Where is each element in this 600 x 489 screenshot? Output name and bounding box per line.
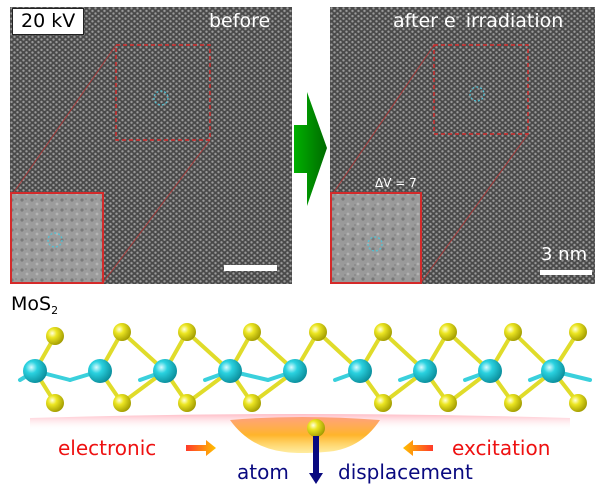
- voltage-label: 20 kV: [12, 8, 85, 35]
- excitation-label: excitation: [452, 436, 551, 460]
- mos2-structure: [18, 323, 592, 484]
- mo-atom: [23, 359, 47, 383]
- roi-box: [115, 44, 211, 141]
- mo-atom: [283, 359, 307, 383]
- s-atom: [569, 394, 587, 412]
- s-atom: [243, 323, 261, 341]
- s-atom: [569, 323, 587, 341]
- tem-image-before: [10, 7, 292, 284]
- tem-panel-before: [10, 7, 292, 284]
- zoom-line: [331, 44, 435, 196]
- s-atom: [46, 327, 64, 345]
- s-atom: [439, 394, 457, 412]
- zoom-line: [101, 139, 211, 284]
- s-atom: [374, 323, 392, 341]
- mo-atom: [478, 359, 502, 383]
- atom-label: atom: [237, 460, 289, 484]
- inward-arrow-icon: [186, 440, 216, 456]
- displacement-label: displacement: [338, 460, 473, 484]
- zoom-line: [11, 44, 117, 196]
- scale-bar: [224, 265, 277, 271]
- mo-atom: [153, 359, 177, 383]
- down-arrow-icon: [309, 436, 323, 484]
- s-atom: [46, 394, 64, 412]
- before-label: before: [209, 10, 271, 32]
- s-atom: [504, 394, 522, 412]
- vacancy-marker: [153, 90, 169, 106]
- s-atom: [504, 323, 522, 341]
- right-arrow-icon: [294, 92, 327, 206]
- s-atom: [439, 323, 457, 341]
- mo-atom: [218, 359, 242, 383]
- s-atom: [113, 394, 131, 412]
- after-label: after e- irradiation: [393, 10, 564, 32]
- inset-image: [330, 192, 422, 284]
- vacancy-marker: [469, 86, 485, 102]
- inset-image: [10, 192, 104, 284]
- vacancy-marker: [47, 232, 63, 248]
- material-label: MoS2: [11, 293, 59, 317]
- mo-atom: [413, 359, 437, 383]
- mo-atom: [88, 359, 112, 383]
- zoom-line: [419, 133, 529, 284]
- s-atom: [309, 323, 327, 341]
- s-atom: [178, 394, 196, 412]
- tem-image-after: [330, 7, 595, 284]
- inward-arrow-icon: [403, 440, 433, 456]
- excitation-cone: [230, 417, 380, 453]
- scale-bar: [540, 270, 592, 275]
- s-atom: [243, 394, 261, 412]
- mo-atom: [348, 359, 372, 383]
- s-atom: [178, 323, 196, 341]
- scale-bar-label: 3 nm: [541, 244, 588, 265]
- s-atom: [374, 394, 392, 412]
- electronic-label: electronic: [58, 436, 157, 460]
- vacancy-marker: [367, 236, 383, 252]
- s-atom: [113, 323, 131, 341]
- tem-panel-after: [330, 7, 595, 284]
- mo-atom: [541, 359, 565, 383]
- delta-v-label: ΔV = 7: [375, 176, 417, 190]
- displaced-s-atom: [307, 419, 325, 437]
